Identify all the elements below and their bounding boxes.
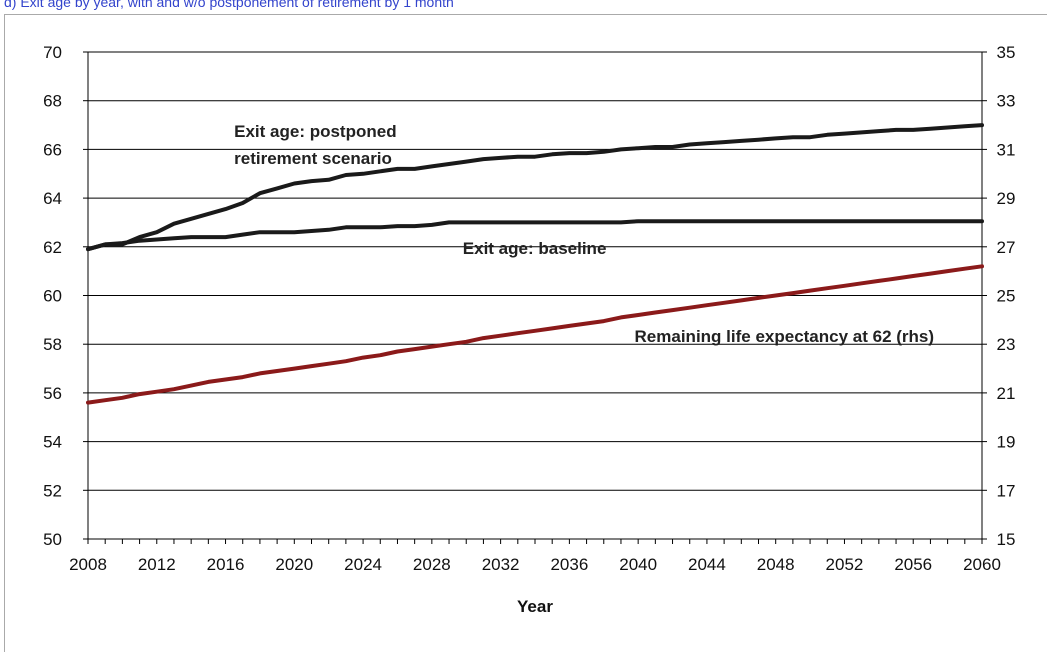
right-tick-label-15: 15: [997, 530, 1016, 549]
x-tick-label-2016: 2016: [207, 555, 245, 574]
right-tick-label-25: 25: [997, 287, 1016, 306]
left-tick-label-52: 52: [43, 481, 62, 500]
right-tick-label-35: 35: [997, 43, 1016, 62]
x-tick-label-2032: 2032: [482, 555, 520, 574]
series-annotation-1: retirement scenario: [234, 149, 392, 168]
x-tick-label-2024: 2024: [344, 555, 382, 574]
frame-border-top: [4, 14, 1047, 15]
x-tick-label-2012: 2012: [138, 555, 176, 574]
right-tick-label-29: 29: [997, 189, 1016, 208]
left-tick-label-68: 68: [43, 92, 62, 111]
chart-caption: d) Exit age by year, with and w/o postpo…: [4, 0, 454, 10]
left-tick-label-66: 66: [43, 140, 62, 159]
frame-border-left: [4, 14, 5, 652]
right-tick-label-21: 21: [997, 384, 1016, 403]
x-tick-label-2056: 2056: [894, 555, 932, 574]
left-tick-label-58: 58: [43, 335, 62, 354]
right-tick-label-33: 33: [997, 92, 1016, 111]
right-tick-label-23: 23: [997, 335, 1016, 354]
right-tick-label-17: 17: [997, 481, 1016, 500]
series-annotation-0: Exit age: postponed: [234, 122, 396, 141]
left-tick-label-54: 54: [43, 433, 62, 452]
x-tick-label-2044: 2044: [688, 555, 726, 574]
x-tick-label-2060: 2060: [963, 555, 1001, 574]
x-tick-label-2052: 2052: [826, 555, 864, 574]
x-tick-label-2036: 2036: [550, 555, 588, 574]
right-tick-label-31: 31: [997, 140, 1016, 159]
x-tick-label-2028: 2028: [413, 555, 451, 574]
series-line-0: [86, 123, 984, 252]
left-tick-label-62: 62: [43, 238, 62, 257]
left-tick-label-56: 56: [43, 384, 62, 403]
x-tick-label-2048: 2048: [757, 555, 795, 574]
left-tick-label-64: 64: [43, 189, 62, 208]
x-tick-label-2008: 2008: [69, 555, 107, 574]
x-axis-title: Year: [517, 597, 553, 616]
series-annotation-2: Exit age: baseline: [463, 239, 607, 258]
series-annotation-3: Remaining life expectancy at 62 (rhs): [635, 327, 935, 346]
x-tick-label-2020: 2020: [275, 555, 313, 574]
right-tick-label-27: 27: [997, 238, 1016, 257]
left-tick-label-60: 60: [43, 287, 62, 306]
x-tick-label-2040: 2040: [619, 555, 657, 574]
series-line-1: [86, 219, 984, 252]
series-line-2: [86, 264, 984, 405]
left-tick-label-50: 50: [43, 530, 62, 549]
right-tick-label-19: 19: [997, 433, 1016, 452]
left-tick-label-70: 70: [43, 43, 62, 62]
